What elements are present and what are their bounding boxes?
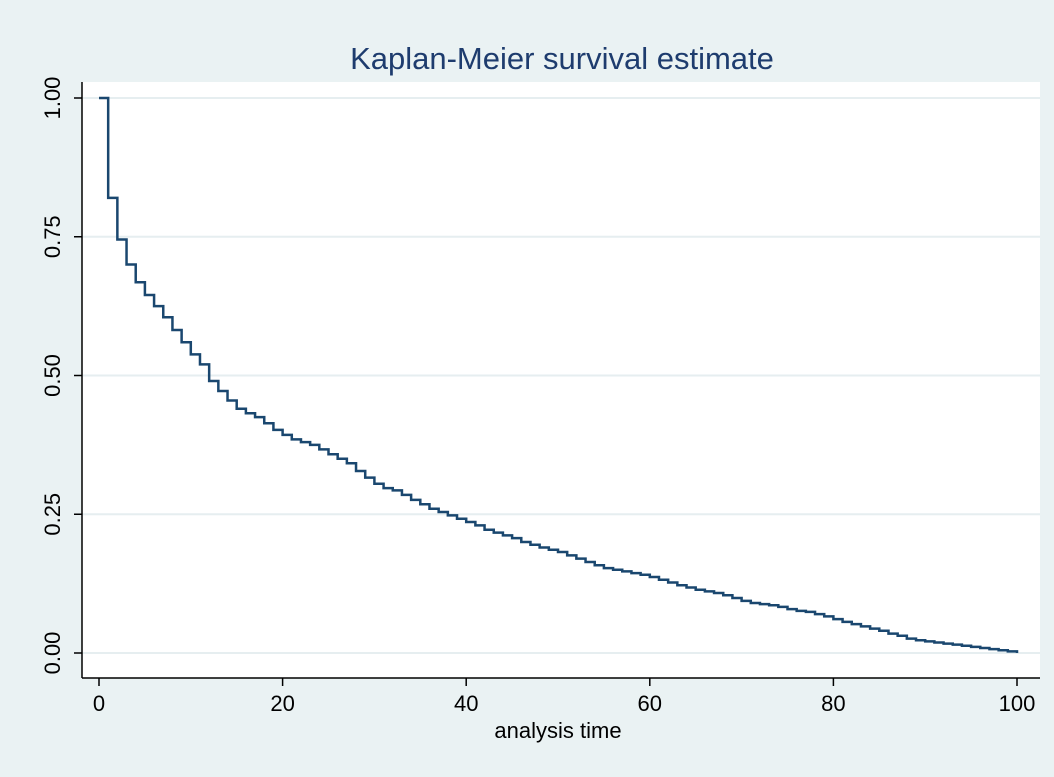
- x-tick-label-0: 0: [93, 691, 105, 716]
- x-tick-label-4: 80: [821, 691, 845, 716]
- chart-title: Kaplan-Meier survival estimate: [350, 41, 774, 76]
- series-line-0: [99, 96, 1019, 653]
- y-tick-label-2: 0.50: [40, 354, 65, 397]
- plot-area: [82, 82, 1040, 678]
- y-axis: 0.00 0.25 0.50 0.75 1.00: [40, 77, 83, 678]
- x-tick-label-2: 40: [454, 691, 478, 716]
- grid-lines: [82, 97, 1040, 654]
- x-axis: 0 20 40 60 80 100: [82, 677, 1040, 716]
- y-tick-label-1: 0.25: [40, 493, 65, 536]
- x-tick-label-1: 20: [270, 691, 294, 716]
- y-tick-label-4: 1.00: [40, 77, 65, 120]
- x-axis-label: analysis time: [494, 718, 621, 743]
- series-layer: [99, 96, 1019, 653]
- x-tick-label-5: 100: [999, 691, 1036, 716]
- y-tick-label-3: 0.75: [40, 215, 65, 258]
- y-tick-label-0: 0.00: [40, 632, 65, 675]
- x-tick-label-3: 60: [638, 691, 662, 716]
